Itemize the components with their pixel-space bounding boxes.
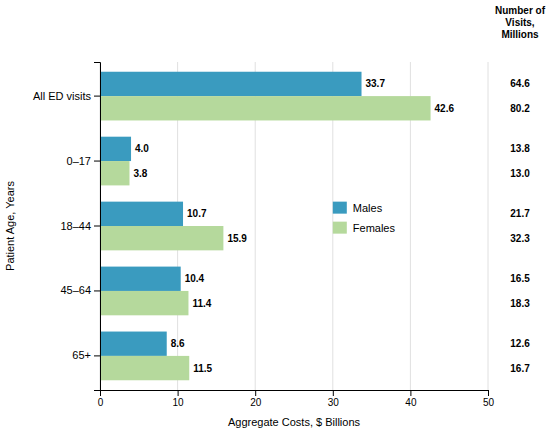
chart: 33.7 4.0 10.7 10.4 8.6 42.6 3.8 15.9 11.4 11.5 0 10… [0, 0, 550, 436]
tick-label: 18–44 [60, 220, 91, 232]
tick-label: 30 [328, 397, 340, 408]
data-label: 4.0 [135, 143, 149, 154]
tick-label: 40 [405, 397, 417, 408]
annotation: Number ofVisits,Millions [495, 5, 546, 40]
bar [100, 267, 181, 291]
bar [100, 161, 129, 185]
x-tick: 50 [483, 390, 495, 408]
bar [100, 291, 188, 315]
data-label: 10.7 [187, 208, 207, 219]
bars [100, 72, 431, 381]
tick-mark [94, 161, 100, 162]
data-label: 3.8 [133, 168, 147, 179]
y-tick: 0–17 [67, 155, 100, 167]
tick-label: 65+ [72, 349, 91, 361]
tick-label: 20 [250, 397, 262, 408]
legend-label: Females [353, 221, 396, 233]
x-axis-title: Aggregate Costs, $ Billions [228, 416, 361, 428]
x-tick: 30 [328, 390, 340, 408]
grid [100, 62, 488, 390]
tick-label: 50 [483, 397, 495, 408]
visits-label: 13.0 [510, 168, 530, 179]
bar [100, 72, 362, 96]
grid-line [488, 62, 489, 390]
visits-label: 18.3 [510, 298, 530, 309]
tick-mark [178, 390, 179, 396]
visits-label: 21.7 [510, 208, 530, 219]
visits-label: 80.2 [510, 103, 530, 114]
plot: 33.7 4.0 10.7 10.4 8.6 42.6 3.8 15.9 11.4 11.5 0 10… [33, 62, 495, 408]
x-tick: 20 [250, 390, 262, 408]
data-label: 42.6 [435, 103, 455, 114]
x-tick: 0 [98, 390, 104, 408]
y-tick: 65+ [72, 349, 100, 361]
legend-item: Males [333, 201, 383, 213]
tick-label: 0–17 [67, 155, 91, 167]
axis-line [101, 391, 489, 397]
data-label: 8.6 [171, 338, 185, 349]
tick-mark [333, 390, 334, 396]
data-labels: 33.7 4.0 10.7 10.4 8.6 42.6 3.8 15.9 11.4 11.5 [133, 78, 454, 373]
y-axis-title: Patient Age, Years [4, 181, 16, 271]
visits-label: 32.3 [510, 233, 530, 244]
visits: 64.6 13.8 21.7 16.5 12.6 80.2 13.0 32.3 18.3 16.7 [510, 78, 530, 373]
tick-mark [94, 226, 100, 227]
y-tick: All ED visits [33, 90, 100, 102]
bar [100, 332, 167, 356]
y-tick: 45–64 [60, 284, 100, 296]
legend-swatch [333, 202, 347, 214]
tick-mark [488, 390, 489, 396]
y-tick: 18–44 [60, 220, 100, 232]
y-axis: All ED visits 0–17 18–44 45–64 65+ [33, 63, 101, 391]
x-axis: 0 10 20 30 40 50 [98, 390, 495, 408]
tick-mark [94, 355, 100, 356]
tick-mark [94, 290, 100, 291]
visits-label: 13.8 [510, 143, 530, 154]
data-label: 15.9 [227, 233, 247, 244]
tick-mark [410, 390, 411, 396]
tick-label: 10 [173, 397, 185, 408]
bar [100, 137, 131, 161]
bar [100, 202, 183, 226]
bar [100, 226, 223, 250]
tick-label: 45–64 [60, 284, 91, 296]
legend-item: Females [333, 221, 396, 233]
tick-label: All ED visits [33, 90, 92, 102]
axis-line [94, 63, 101, 391]
tick-mark [255, 390, 256, 396]
bar [100, 356, 189, 380]
legend-swatch [333, 222, 347, 234]
data-label: 10.4 [185, 273, 205, 284]
x-tick: 40 [405, 390, 417, 408]
legend: Males Females [333, 201, 396, 233]
tick-mark [94, 96, 100, 97]
legend-label: Males [353, 201, 383, 213]
bar [100, 96, 431, 120]
visits-label: 64.6 [510, 78, 530, 89]
data-label: 11.5 [193, 363, 212, 374]
data-label: 33.7 [366, 78, 386, 89]
tick-label: 0 [98, 397, 104, 408]
visits-label: 16.5 [510, 273, 530, 284]
data-label: 11.4 [192, 298, 211, 309]
x-tick: 10 [173, 390, 185, 408]
visits-label: 12.6 [510, 338, 530, 349]
visits-label: 16.7 [510, 363, 530, 374]
